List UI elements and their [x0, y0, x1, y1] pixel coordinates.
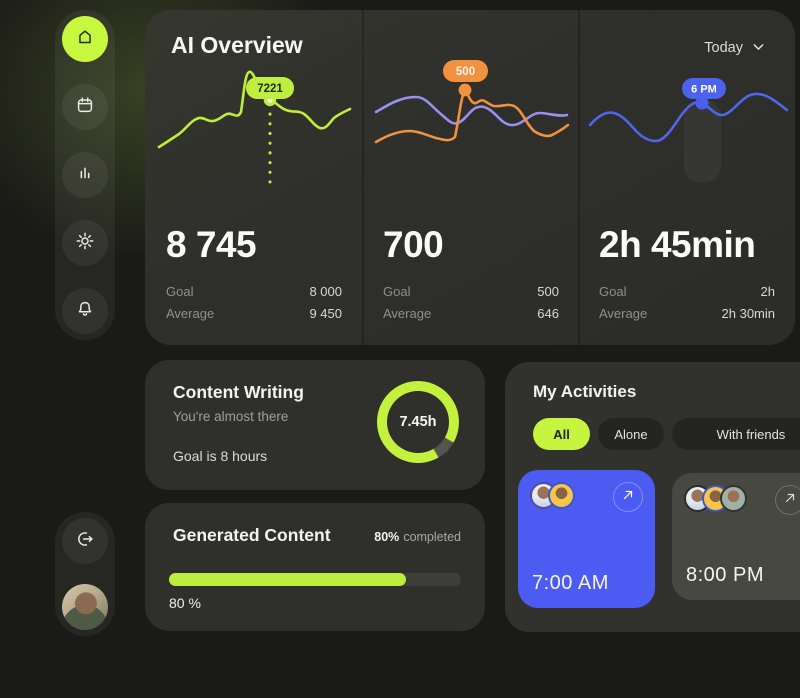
stat-column-time: 6 PM 2h 45min Goal 2h Average 2h 30min	[578, 10, 795, 345]
average-value: 9 450	[309, 306, 342, 321]
tab-all[interactable]: All	[533, 418, 590, 450]
my-activities-card: My Activities All Alone With friends 7:0…	[505, 362, 800, 632]
average-value: 2h 30min	[721, 306, 775, 321]
ai-overview-card: AI Overview Today 7221 8 745 Goal 8 000 A…	[145, 10, 795, 345]
sidebar-item-notifications[interactable]	[62, 288, 108, 334]
card-title: Generated Content	[173, 525, 331, 545]
participant-avatars	[530, 482, 575, 509]
open-activity-button[interactable]	[613, 482, 643, 512]
column-divider	[362, 10, 364, 345]
card-subtitle: You're almost there	[173, 409, 289, 424]
user-avatar[interactable]	[62, 584, 108, 630]
progress-ring-value: 7.45h	[399, 414, 437, 430]
sidebar-item-settings[interactable]	[62, 220, 108, 266]
time-sparkline-chart: 6 PM	[588, 78, 789, 182]
progress-bar-fill	[169, 573, 406, 586]
marker-label: 6 PM	[691, 84, 717, 96]
logout-icon	[74, 528, 96, 555]
page-title: AI Overview	[171, 32, 303, 58]
completed-text: 80% completed	[374, 530, 461, 544]
goal-label: Goal	[166, 284, 194, 299]
goal-value: 2h	[760, 284, 775, 299]
sidebar-item-calendar[interactable]	[62, 84, 108, 130]
stat-details: Goal 8 000 Average 9 450	[166, 284, 342, 321]
goal-value: 8 000	[309, 284, 342, 299]
tab-with-friends[interactable]: With friends	[672, 418, 800, 450]
goal-label: Goal	[383, 284, 411, 299]
card-title: My Activities	[533, 382, 637, 401]
average-value: 646	[537, 306, 559, 321]
stat-details: Goal 500 Average 646	[383, 284, 559, 321]
content-writing-card: Content Writing You're almost there Goal…	[145, 360, 485, 490]
home-icon	[74, 26, 96, 53]
goal-text: Goal is 8 hours	[173, 448, 268, 464]
period-selector[interactable]: Today	[704, 40, 765, 56]
participant-avatars	[684, 485, 747, 512]
progress-ring-cap	[438, 442, 449, 453]
stat-details: Goal 2h Average 2h 30min	[599, 284, 775, 321]
completed-percent: 80%	[374, 530, 400, 544]
goal-label: Goal	[599, 284, 627, 299]
chevron-down-icon	[752, 40, 765, 56]
marker-badge	[682, 78, 726, 99]
open-activity-button[interactable]	[775, 485, 800, 515]
avatar	[548, 482, 575, 509]
progress-percent-label: 80 %	[169, 595, 201, 611]
sidebar-item-statistics[interactable]	[62, 152, 108, 198]
stat-value: 700	[383, 224, 444, 265]
marker-label: 7221	[257, 83, 283, 95]
marker-badge	[246, 77, 294, 99]
arrow-up-right-icon	[783, 491, 797, 510]
period-label: Today	[704, 40, 743, 56]
stat-value: 2h 45min	[599, 224, 756, 265]
bar-chart-icon	[74, 162, 96, 189]
stat-column-words: 7221 8 745 Goal 8 000 Average 9 450	[145, 10, 362, 345]
sidebar-item-home[interactable]	[62, 16, 108, 62]
activity-tile-7am[interactable]: 7:00 AM	[518, 470, 655, 608]
goal-value: 500	[537, 284, 559, 299]
progress-ring: 7.45h	[377, 381, 459, 463]
words-sparkline-chart: 7221	[157, 70, 352, 184]
activity-filter-tabs: All Alone With friends	[533, 418, 800, 450]
avatar	[720, 485, 747, 512]
arrow-up-right-icon	[621, 488, 635, 507]
sidebar-footer	[55, 512, 115, 636]
stat-value: 8 745	[166, 224, 257, 265]
generated-content-card: Generated Content 80% completed 80 %	[145, 503, 485, 631]
logout-button[interactable]	[62, 518, 108, 564]
stat-column-sessions: 500 700 Goal 500 Average 646	[362, 10, 579, 345]
calendar-icon	[74, 94, 96, 121]
progress-bar-track	[169, 573, 461, 586]
bell-icon	[74, 298, 96, 325]
average-label: Average	[599, 306, 648, 321]
completed-suffix: completed	[403, 530, 461, 544]
tab-alone[interactable]: Alone	[598, 418, 664, 450]
activity-time: 7:00 AM	[532, 572, 609, 594]
gear-icon	[74, 230, 96, 257]
marker-badge	[443, 60, 488, 82]
column-divider	[578, 10, 580, 345]
marker-label: 500	[456, 66, 475, 78]
sessions-sparkline-chart: 500	[374, 60, 570, 144]
activity-time: 8:00 PM	[686, 564, 764, 586]
average-label: Average	[383, 306, 432, 321]
card-title: Content Writing	[173, 382, 304, 402]
sidebar-nav	[55, 10, 115, 340]
activity-tile-8pm[interactable]: 8:00 PM	[672, 473, 800, 600]
average-label: Average	[166, 306, 215, 321]
